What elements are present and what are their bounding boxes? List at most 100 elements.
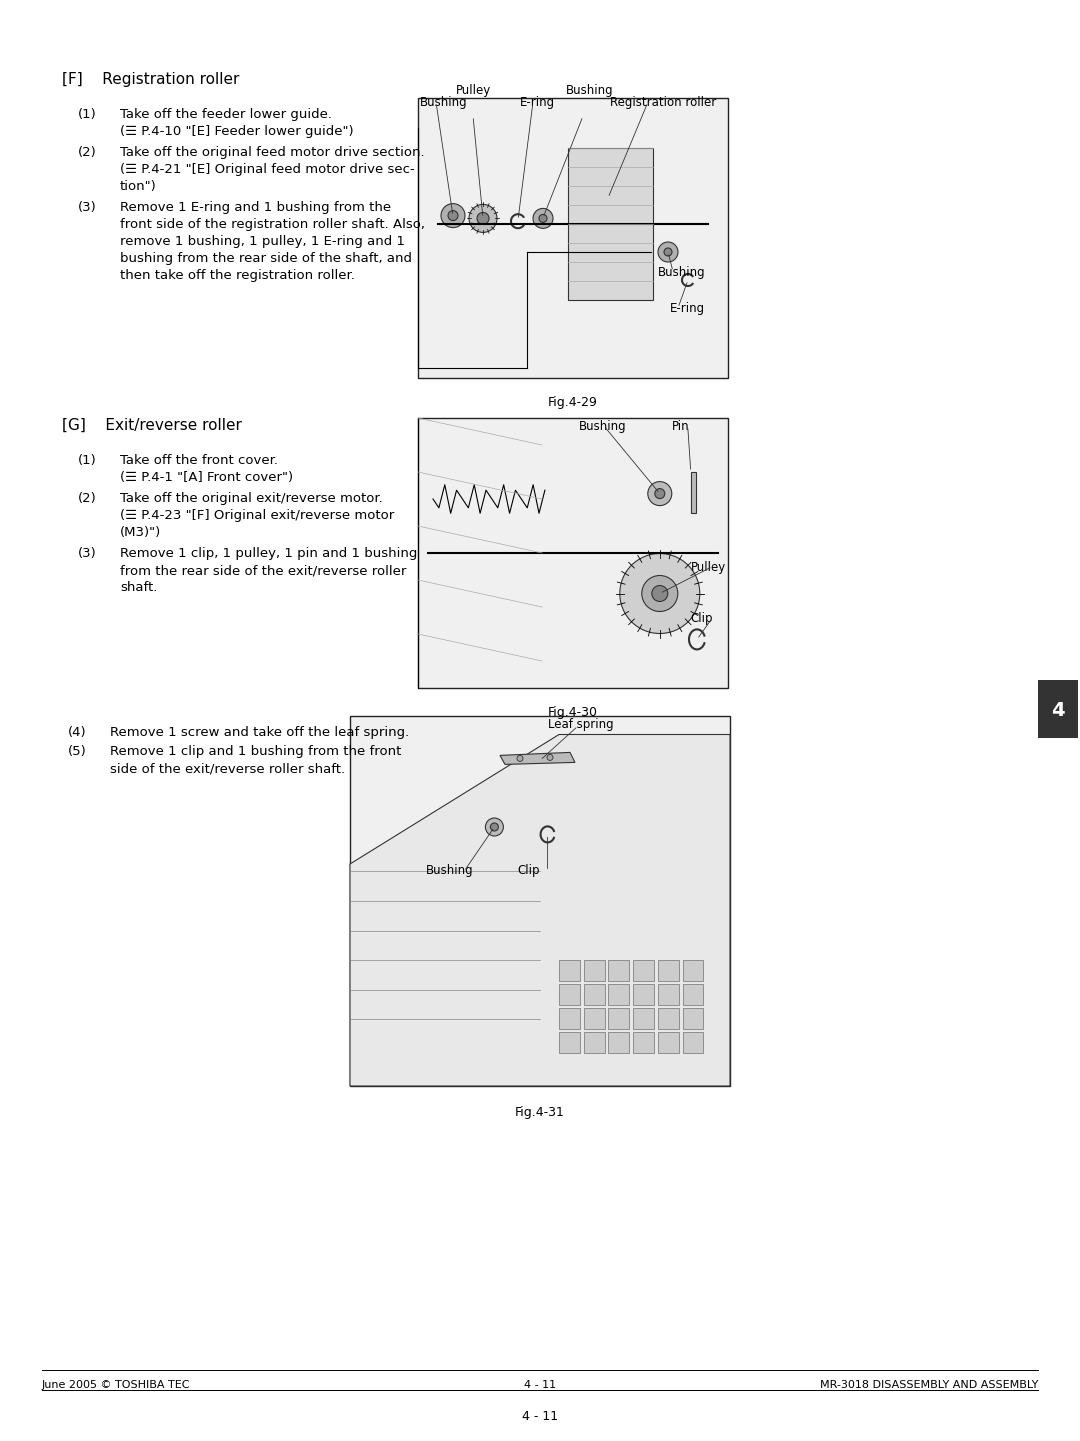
Text: (☰ P.4-23 "[F] Original exit/reverse motor: (☰ P.4-23 "[F] Original exit/reverse mot… bbox=[120, 509, 394, 522]
Text: Pulley: Pulley bbox=[456, 84, 491, 97]
Text: 4: 4 bbox=[1051, 700, 1065, 720]
Circle shape bbox=[485, 818, 503, 836]
Ellipse shape bbox=[572, 182, 593, 261]
Text: Take off the original exit/reverse motor.: Take off the original exit/reverse motor… bbox=[120, 491, 382, 504]
Text: (☰ P.4-1 "[A] Front cover"): (☰ P.4-1 "[A] Front cover") bbox=[120, 471, 293, 484]
Bar bbox=[633, 984, 654, 1004]
Bar bbox=[691, 473, 696, 513]
Bar bbox=[608, 984, 630, 1004]
Bar bbox=[350, 716, 730, 1087]
Text: (3): (3) bbox=[78, 200, 97, 215]
Text: Remove 1 clip and 1 bushing from the front: Remove 1 clip and 1 bushing from the fro… bbox=[110, 745, 402, 758]
Bar bbox=[583, 1009, 605, 1029]
Bar bbox=[658, 1009, 678, 1029]
Bar bbox=[683, 960, 703, 980]
Text: (3): (3) bbox=[78, 548, 97, 561]
Text: MR-3018 DISASSEMBLY AND ASSEMBLY: MR-3018 DISASSEMBLY AND ASSEMBLY bbox=[820, 1380, 1038, 1391]
Circle shape bbox=[546, 755, 553, 761]
Circle shape bbox=[642, 575, 678, 611]
Text: Remove 1 E-ring and 1 bushing from the: Remove 1 E-ring and 1 bushing from the bbox=[120, 200, 391, 215]
Text: Take off the feeder lower guide.: Take off the feeder lower guide. bbox=[120, 108, 332, 121]
Text: [F]    Registration roller: [F] Registration roller bbox=[62, 72, 240, 86]
Text: (1): (1) bbox=[78, 108, 97, 121]
Text: front side of the registration roller shaft. Also,: front side of the registration roller sh… bbox=[120, 218, 426, 231]
Text: Clip: Clip bbox=[691, 612, 713, 625]
Text: (1): (1) bbox=[78, 454, 97, 467]
Circle shape bbox=[539, 215, 546, 222]
Bar bbox=[658, 1032, 678, 1053]
Circle shape bbox=[469, 205, 497, 232]
Circle shape bbox=[490, 823, 498, 831]
Bar bbox=[608, 1032, 630, 1053]
Circle shape bbox=[534, 209, 553, 229]
Text: Clip: Clip bbox=[517, 865, 540, 878]
Text: Bushing: Bushing bbox=[426, 865, 474, 878]
Text: remove 1 bushing, 1 pulley, 1 E-ring and 1: remove 1 bushing, 1 pulley, 1 E-ring and… bbox=[120, 235, 405, 248]
Bar bbox=[418, 418, 728, 687]
Bar bbox=[418, 98, 728, 378]
Text: Leaf spring: Leaf spring bbox=[548, 718, 613, 731]
Bar bbox=[559, 1032, 580, 1053]
Circle shape bbox=[620, 553, 700, 634]
Text: shaft.: shaft. bbox=[120, 581, 158, 594]
Bar bbox=[683, 1032, 703, 1053]
Bar bbox=[559, 984, 580, 1004]
Text: Fig.4-31: Fig.4-31 bbox=[515, 1107, 565, 1120]
Circle shape bbox=[517, 755, 523, 761]
Bar bbox=[633, 960, 654, 980]
Text: Registration roller: Registration roller bbox=[610, 97, 716, 110]
Bar bbox=[608, 960, 630, 980]
Text: tion"): tion") bbox=[120, 180, 157, 193]
Circle shape bbox=[448, 210, 458, 220]
Bar bbox=[583, 960, 605, 980]
Text: Remove 1 screw and take off the leaf spring.: Remove 1 screw and take off the leaf spr… bbox=[110, 726, 409, 739]
Circle shape bbox=[652, 585, 667, 601]
Circle shape bbox=[477, 212, 489, 225]
Text: Take off the front cover.: Take off the front cover. bbox=[120, 454, 278, 467]
Text: (5): (5) bbox=[68, 745, 86, 758]
Polygon shape bbox=[350, 735, 730, 1087]
Circle shape bbox=[658, 242, 678, 262]
Bar bbox=[583, 984, 605, 1004]
Bar bbox=[583, 1032, 605, 1053]
Bar bbox=[1038, 680, 1078, 738]
Circle shape bbox=[648, 481, 672, 506]
Circle shape bbox=[654, 488, 665, 499]
Text: (☰ P.4-10 "[E] Feeder lower guide"): (☰ P.4-10 "[E] Feeder lower guide") bbox=[120, 125, 353, 138]
Text: from the rear side of the exit/reverse roller: from the rear side of the exit/reverse r… bbox=[120, 563, 406, 576]
Text: 4 - 11: 4 - 11 bbox=[522, 1409, 558, 1424]
Text: 4 - 11: 4 - 11 bbox=[524, 1380, 556, 1391]
Text: Remove 1 clip, 1 pulley, 1 pin and 1 bushing: Remove 1 clip, 1 pulley, 1 pin and 1 bus… bbox=[120, 548, 417, 561]
Bar bbox=[633, 1032, 654, 1053]
Text: then take off the registration roller.: then take off the registration roller. bbox=[120, 269, 355, 282]
Bar bbox=[683, 1009, 703, 1029]
Text: Pin: Pin bbox=[672, 419, 690, 432]
Circle shape bbox=[664, 248, 672, 256]
Bar bbox=[658, 960, 678, 980]
Text: Pulley: Pulley bbox=[691, 561, 726, 574]
Bar bbox=[658, 984, 678, 1004]
Text: (M3)"): (M3)") bbox=[120, 526, 161, 539]
Text: Bushing: Bushing bbox=[420, 97, 468, 110]
Text: E-ring: E-ring bbox=[519, 97, 555, 110]
Bar bbox=[559, 1009, 580, 1029]
Text: Bushing: Bushing bbox=[579, 419, 626, 432]
Bar bbox=[608, 1009, 630, 1029]
Text: Bushing: Bushing bbox=[658, 267, 705, 280]
Text: E-ring: E-ring bbox=[670, 303, 705, 316]
Text: Fig.4-29: Fig.4-29 bbox=[548, 396, 598, 409]
Text: (☰ P.4-21 "[E] Original feed motor drive sec-: (☰ P.4-21 "[E] Original feed motor drive… bbox=[120, 163, 415, 176]
Bar bbox=[633, 1009, 654, 1029]
Text: June 2005 © TOSHIBA TEC: June 2005 © TOSHIBA TEC bbox=[42, 1380, 190, 1391]
Text: (2): (2) bbox=[78, 146, 97, 159]
Circle shape bbox=[441, 203, 465, 228]
Text: Bushing: Bushing bbox=[566, 84, 613, 97]
Text: side of the exit/reverse roller shaft.: side of the exit/reverse roller shaft. bbox=[110, 762, 346, 775]
Text: Fig.4-30: Fig.4-30 bbox=[548, 706, 598, 719]
Text: bushing from the rear side of the shaft, and: bushing from the rear side of the shaft,… bbox=[120, 252, 411, 265]
Text: [G]    Exit/reverse roller: [G] Exit/reverse roller bbox=[62, 418, 242, 432]
Bar bbox=[683, 984, 703, 1004]
Text: (4): (4) bbox=[68, 726, 86, 739]
Bar bbox=[568, 148, 653, 300]
Text: (2): (2) bbox=[78, 491, 97, 504]
